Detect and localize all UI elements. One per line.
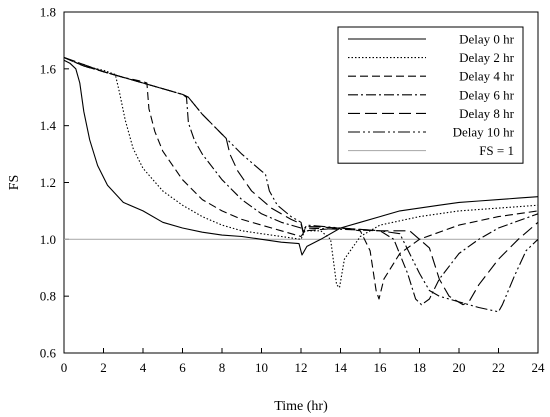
- series-line-delay-5: [63, 56, 539, 313]
- x-tick-label: 8: [219, 360, 226, 375]
- y-tick-label: 1.8: [40, 5, 56, 20]
- series-layer: [63, 56, 539, 313]
- legend: Delay 0 hr Delay 2 hr Delay 4 hr Delay 6 hr…: [337, 26, 524, 164]
- series-line-delay-0: [63, 59, 539, 256]
- x-tick-label: 14: [334, 360, 348, 375]
- y-tick-label: 1.4: [40, 118, 57, 133]
- legend-label: FS = 1: [479, 143, 514, 158]
- y-axis-title: FS: [7, 175, 22, 191]
- x-axis-title: Time (hr): [274, 399, 328, 414]
- x-tick-label: 6: [179, 360, 186, 375]
- x-tick-label: 18: [413, 360, 426, 375]
- y-tick-label: 1.0: [40, 232, 56, 247]
- series-line-delay-2: [63, 56, 539, 300]
- x-tick-label: 24: [532, 360, 546, 375]
- x-tick-label: 16: [374, 360, 388, 375]
- x-tick-label: 2: [100, 360, 107, 375]
- x-tick-label: 22: [492, 360, 505, 375]
- legend-label: Delay 0 hr: [459, 32, 515, 47]
- x-tick-label: 10: [255, 360, 268, 375]
- y-tick-label: 1.2: [40, 175, 56, 190]
- axes: 0 2 4 6 8 10 12 14 16 18 20 22 240.60.81.01.21.41.61…: [40, 5, 545, 376]
- legend-label: Delay 4 hr: [459, 69, 515, 84]
- y-tick-label: 0.6: [40, 346, 57, 361]
- x-tick-label: 20: [453, 360, 466, 375]
- legend-label: Delay 6 hr: [459, 87, 515, 102]
- y-tick-label: 0.8: [40, 289, 56, 304]
- legend-label: Delay 10 hr: [453, 125, 515, 140]
- legend-label: Delay 2 hr: [459, 50, 515, 65]
- x-tick-label: 12: [295, 360, 308, 375]
- x-tick-label: 4: [140, 360, 147, 375]
- x-tick-label: 0: [61, 360, 68, 375]
- y-tick-label: 1.6: [40, 61, 57, 76]
- legend-label: Delay 8 hr: [459, 106, 515, 121]
